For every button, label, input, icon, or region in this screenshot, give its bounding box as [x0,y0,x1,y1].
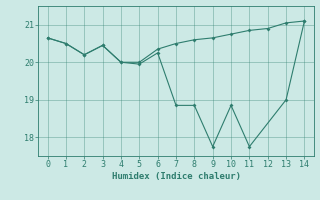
X-axis label: Humidex (Indice chaleur): Humidex (Indice chaleur) [111,172,241,181]
